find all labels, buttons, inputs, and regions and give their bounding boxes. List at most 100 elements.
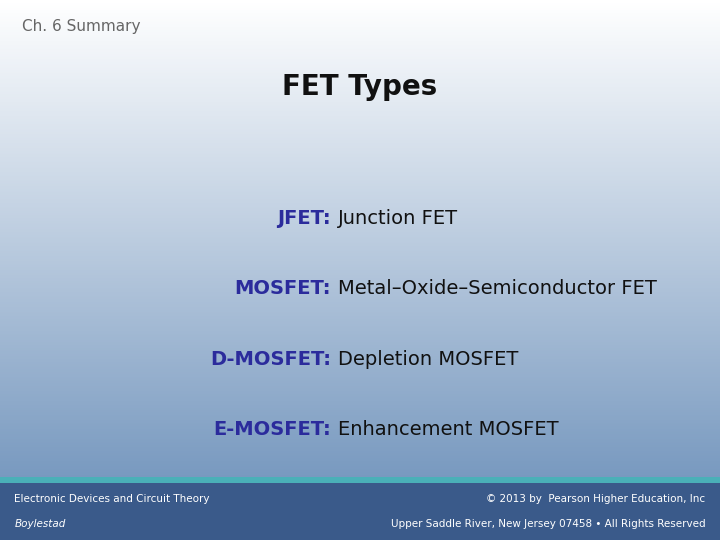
Bar bbox=[0, 305, 720, 307]
Bar bbox=[0, 42, 720, 43]
Bar bbox=[0, 261, 720, 262]
Bar bbox=[0, 46, 720, 48]
Bar bbox=[0, 211, 720, 213]
Bar bbox=[0, 322, 720, 324]
Bar bbox=[0, 24, 720, 25]
Bar bbox=[0, 214, 720, 216]
Bar bbox=[0, 100, 720, 102]
Bar bbox=[0, 289, 720, 291]
Bar bbox=[0, 76, 720, 78]
Bar bbox=[0, 137, 720, 138]
Bar bbox=[0, 52, 720, 54]
Bar bbox=[0, 48, 720, 49]
Bar bbox=[0, 38, 720, 40]
Bar bbox=[0, 386, 720, 388]
Bar bbox=[0, 92, 720, 94]
Bar bbox=[0, 428, 720, 429]
Bar bbox=[0, 197, 720, 199]
Bar bbox=[0, 285, 720, 286]
Text: JFET:: JFET: bbox=[278, 209, 331, 228]
Bar bbox=[0, 396, 720, 397]
Bar bbox=[0, 172, 720, 173]
Bar bbox=[0, 401, 720, 402]
Bar bbox=[0, 303, 720, 305]
Bar bbox=[0, 381, 720, 383]
Bar bbox=[0, 442, 720, 443]
Bar bbox=[0, 410, 720, 411]
Bar bbox=[0, 135, 720, 137]
Bar bbox=[0, 81, 720, 83]
Bar bbox=[0, 467, 720, 469]
Bar bbox=[0, 332, 720, 334]
Bar bbox=[0, 407, 720, 408]
Bar bbox=[0, 30, 720, 32]
Bar bbox=[0, 49, 720, 51]
Bar bbox=[0, 164, 720, 165]
Bar bbox=[0, 318, 720, 320]
Bar bbox=[0, 227, 720, 229]
Bar bbox=[0, 326, 720, 327]
Bar bbox=[0, 418, 720, 420]
Bar bbox=[0, 170, 720, 172]
Bar bbox=[0, 362, 720, 364]
Bar bbox=[0, 246, 720, 248]
Bar bbox=[0, 424, 720, 426]
Bar bbox=[0, 348, 720, 350]
Bar bbox=[0, 354, 720, 356]
Bar bbox=[0, 162, 720, 164]
Bar bbox=[0, 469, 720, 470]
Bar bbox=[0, 84, 720, 86]
Bar bbox=[0, 160, 720, 162]
Bar bbox=[0, 280, 720, 281]
Bar bbox=[0, 207, 720, 208]
Bar bbox=[0, 334, 720, 335]
Bar bbox=[0, 208, 720, 210]
Bar bbox=[0, 150, 720, 151]
Bar bbox=[0, 57, 720, 59]
Bar bbox=[0, 106, 720, 108]
Bar bbox=[0, 388, 720, 389]
Bar bbox=[0, 235, 720, 237]
Bar bbox=[0, 394, 720, 396]
Bar bbox=[0, 148, 720, 150]
Bar bbox=[0, 483, 720, 540]
Bar bbox=[0, 245, 720, 246]
Bar bbox=[0, 87, 720, 89]
Bar bbox=[0, 192, 720, 194]
Bar bbox=[0, 143, 720, 145]
Text: Enhancement MOSFET: Enhancement MOSFET bbox=[338, 420, 559, 439]
Bar bbox=[0, 126, 720, 127]
Text: Upper Saddle River, New Jersey 07458 • All Rights Reserved: Upper Saddle River, New Jersey 07458 • A… bbox=[391, 519, 706, 529]
Bar bbox=[0, 70, 720, 71]
Bar bbox=[0, 273, 720, 275]
Bar bbox=[0, 116, 720, 118]
Bar bbox=[0, 151, 720, 153]
Bar bbox=[0, 321, 720, 322]
Bar bbox=[0, 73, 720, 75]
Bar bbox=[0, 384, 720, 386]
Bar bbox=[0, 389, 720, 391]
Bar bbox=[0, 399, 720, 401]
Bar bbox=[0, 353, 720, 354]
Bar bbox=[0, 200, 720, 202]
Bar bbox=[0, 226, 720, 227]
Text: Metal–Oxide–Semiconductor FET: Metal–Oxide–Semiconductor FET bbox=[338, 279, 657, 299]
Bar bbox=[0, 375, 720, 377]
Bar bbox=[0, 113, 720, 114]
Bar bbox=[0, 21, 720, 22]
Bar bbox=[0, 268, 720, 270]
Bar bbox=[0, 105, 720, 106]
Bar bbox=[0, 69, 720, 70]
Bar bbox=[0, 335, 720, 337]
Bar bbox=[0, 98, 720, 100]
Bar bbox=[0, 43, 720, 44]
Bar bbox=[0, 270, 720, 272]
Bar bbox=[0, 393, 720, 394]
Bar bbox=[0, 97, 720, 98]
Bar bbox=[0, 351, 720, 353]
Bar bbox=[0, 291, 720, 293]
Bar bbox=[0, 11, 720, 13]
Bar bbox=[0, 372, 720, 374]
Bar bbox=[0, 177, 720, 178]
Text: D-MOSFET:: D-MOSFET: bbox=[210, 349, 331, 369]
